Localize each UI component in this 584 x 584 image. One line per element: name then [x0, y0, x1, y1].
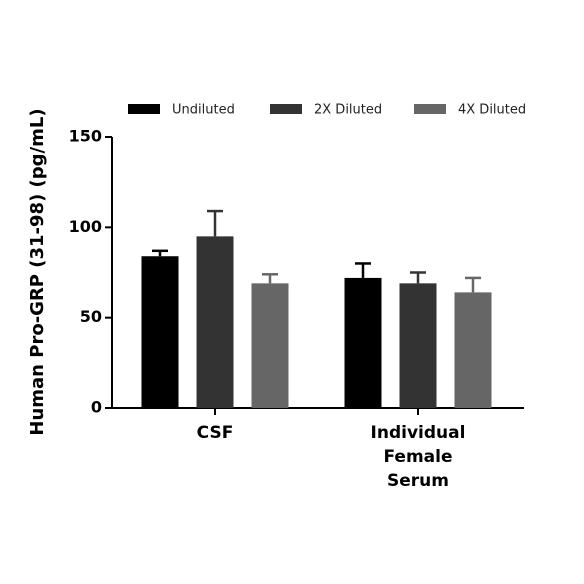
legend-label: 2X Diluted — [314, 103, 382, 118]
bar — [141, 256, 179, 408]
legend-swatch — [414, 104, 446, 114]
y-axis-label: Human Pro-GRP (31-98) (pg/mL) — [27, 108, 48, 435]
y-tick-label: 0 — [91, 398, 102, 417]
bar — [399, 283, 437, 408]
legend-swatch — [128, 104, 160, 114]
bar — [196, 236, 234, 408]
bar — [344, 277, 382, 408]
bar — [251, 283, 289, 408]
legend-label: 4X Diluted — [458, 103, 526, 118]
legend-label: Undiluted — [172, 103, 235, 118]
legend-swatch — [270, 104, 302, 114]
y-tick-label: 150 — [69, 127, 102, 146]
x-tick-label: Individual Female Serum — [371, 423, 466, 491]
y-tick-label: 100 — [69, 217, 102, 236]
y-tick-label: 50 — [80, 307, 102, 326]
bar — [454, 292, 492, 408]
x-tick-label: CSF — [197, 423, 234, 443]
